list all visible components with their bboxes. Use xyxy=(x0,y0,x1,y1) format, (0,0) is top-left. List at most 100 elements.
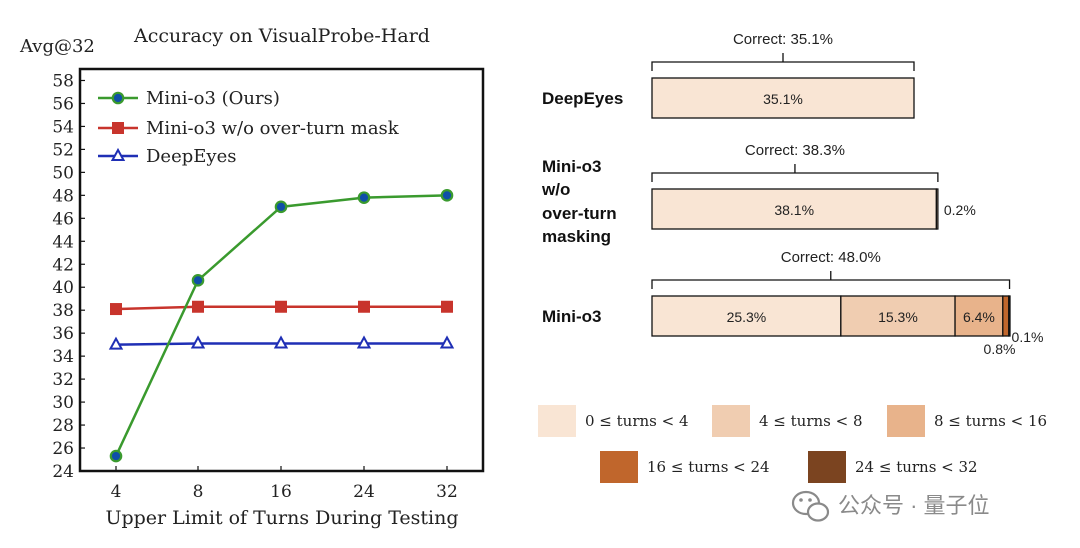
data-point xyxy=(275,300,287,313)
y-tick-label: 46 xyxy=(52,209,74,229)
bar-segment xyxy=(1008,295,1011,337)
x-tick-label: 8 xyxy=(193,482,204,502)
category-label: Mini-o3 xyxy=(542,307,602,326)
legend: Mini-o3 (Ours) Mini-o3 w/o over-turn mask… xyxy=(98,88,400,167)
data-point xyxy=(108,336,124,350)
correct-bracket xyxy=(651,164,939,182)
bin-swatch xyxy=(712,405,750,437)
data-point xyxy=(273,335,289,349)
bin-label: 24 ≤ turns < 32 xyxy=(855,458,978,476)
x-axis-ticks: 4 8 16 24 32 xyxy=(111,466,458,502)
series-mini-o3-w-o-over-turn-mask xyxy=(110,300,453,316)
data-point xyxy=(440,189,454,202)
bin-swatch xyxy=(887,405,925,437)
bar-row: Mini-o3 25.3% 15.3% 6.4% 0.8%0.1% Correct: 48… xyxy=(542,249,1043,357)
legend-entry: Mini-o3 (Ours) xyxy=(98,88,280,109)
segment-label: 15.3% xyxy=(878,309,918,325)
data-point xyxy=(109,449,123,463)
legend-marker xyxy=(112,122,124,134)
y-tick-label: 40 xyxy=(52,278,74,298)
segment-label: 35.1% xyxy=(763,91,803,107)
y-tick-label: 32 xyxy=(52,370,74,390)
category-label: Mini-o3 xyxy=(542,157,602,176)
data-point xyxy=(356,335,372,349)
line-chart: Avg@32 Accuracy on VisualProbe-Hard 24 26… xyxy=(19,25,485,529)
category-label: w/o xyxy=(541,180,570,199)
bin-legend-entry: 4 ≤ turns < 8 xyxy=(712,405,863,437)
bar-rows: DeepEyes 35.1% Correct: 35.1% Mini-o3 w/o ove… xyxy=(541,31,1043,357)
series-deepeyes xyxy=(108,335,455,350)
bin-legend-entry: 8 ≤ turns < 16 xyxy=(887,405,1047,437)
correct-label: Correct: 35.1% xyxy=(733,31,833,48)
segment-label: 0.8% xyxy=(984,341,1016,357)
x-tick-label: 32 xyxy=(436,482,458,502)
bar-segment xyxy=(935,188,939,230)
y-tick-label: 36 xyxy=(52,324,74,344)
y-axis-ticks: 24 26 28 30 32 34 36 38 40 42 44 46 48 50 52 54 56 58 xyxy=(52,71,85,482)
bar-segment xyxy=(651,77,915,119)
watermark: 公众号 · 量子位 xyxy=(791,490,990,522)
bar-segment xyxy=(651,188,938,230)
legend-marker xyxy=(110,147,126,161)
bin-legend-entry: 24 ≤ turns < 32 xyxy=(808,451,978,483)
bin-label: 0 ≤ turns < 4 xyxy=(585,412,689,430)
correct-label: Correct: 38.3% xyxy=(745,142,845,159)
correct-bracket xyxy=(651,53,915,71)
series-group xyxy=(108,189,455,463)
segment-label: 38.1% xyxy=(774,202,814,218)
bin-swatch xyxy=(538,405,576,437)
segment-label: 6.4% xyxy=(963,309,995,325)
bin-legend: 0 ≤ turns < 4 4 ≤ turns < 8 8 ≤ turns < 16… xyxy=(538,405,1047,483)
segment-label: 25.3% xyxy=(727,309,767,325)
bin-legend-entry: 16 ≤ turns < 24 xyxy=(600,451,770,483)
y-axis-label: Avg@32 xyxy=(19,36,95,57)
chart-title: Accuracy on VisualProbe-Hard xyxy=(133,25,430,47)
y-tick-label: 58 xyxy=(52,71,74,91)
data-point xyxy=(439,335,455,349)
y-tick-label: 38 xyxy=(52,301,74,321)
data-point xyxy=(190,335,206,349)
category-label: over-turn xyxy=(542,204,617,223)
data-point xyxy=(110,303,122,316)
x-tick-label: 4 xyxy=(111,482,122,502)
bin-label: 16 ≤ turns < 24 xyxy=(647,458,770,476)
segment-label: 0.1% xyxy=(1012,329,1044,345)
x-tick-label: 24 xyxy=(353,482,375,502)
category-label: masking xyxy=(542,227,611,246)
legend-label: Mini-o3 (Ours) xyxy=(146,88,280,109)
series-line xyxy=(114,194,448,457)
bin-swatch xyxy=(600,451,638,483)
y-tick-label: 26 xyxy=(52,439,74,459)
data-point xyxy=(357,191,371,204)
y-tick-label: 42 xyxy=(52,255,74,275)
x-axis-label: Upper Limit of Turns During Testing xyxy=(105,507,458,529)
y-tick-label: 24 xyxy=(52,462,74,482)
bar-segment xyxy=(954,295,1004,337)
y-tick-label: 56 xyxy=(52,94,74,114)
legend-marker xyxy=(111,91,125,105)
legend-label: DeepEyes xyxy=(146,146,236,167)
wechat-icon xyxy=(791,490,830,522)
bar-segment xyxy=(840,295,956,337)
segment-label: 0.2% xyxy=(944,202,976,218)
legend-entry: DeepEyes xyxy=(98,146,236,167)
bin-label: 4 ≤ turns < 8 xyxy=(759,412,863,430)
y-tick-label: 52 xyxy=(52,140,74,160)
bin-legend-entry: 0 ≤ turns < 4 xyxy=(538,405,689,437)
correct-bracket xyxy=(651,271,1011,289)
category-label: DeepEyes xyxy=(542,89,623,108)
bar-segment xyxy=(651,295,842,337)
correct-label: Correct: 48.0% xyxy=(781,249,881,266)
bin-label: 8 ≤ turns < 16 xyxy=(934,412,1047,430)
legend-label: Mini-o3 w/o over-turn mask xyxy=(146,118,400,139)
data-point xyxy=(274,200,288,214)
bar-segment xyxy=(1002,295,1010,337)
data-point xyxy=(441,300,453,313)
data-point xyxy=(358,300,370,313)
bar-row: DeepEyes 35.1% Correct: 35.1% xyxy=(542,31,915,119)
stacked-bar-chart: DeepEyes 35.1% Correct: 35.1% Mini-o3 w/o ove… xyxy=(538,31,1047,483)
y-tick-label: 34 xyxy=(52,347,74,367)
y-tick-label: 30 xyxy=(52,393,74,413)
x-tick-label: 16 xyxy=(270,482,292,502)
